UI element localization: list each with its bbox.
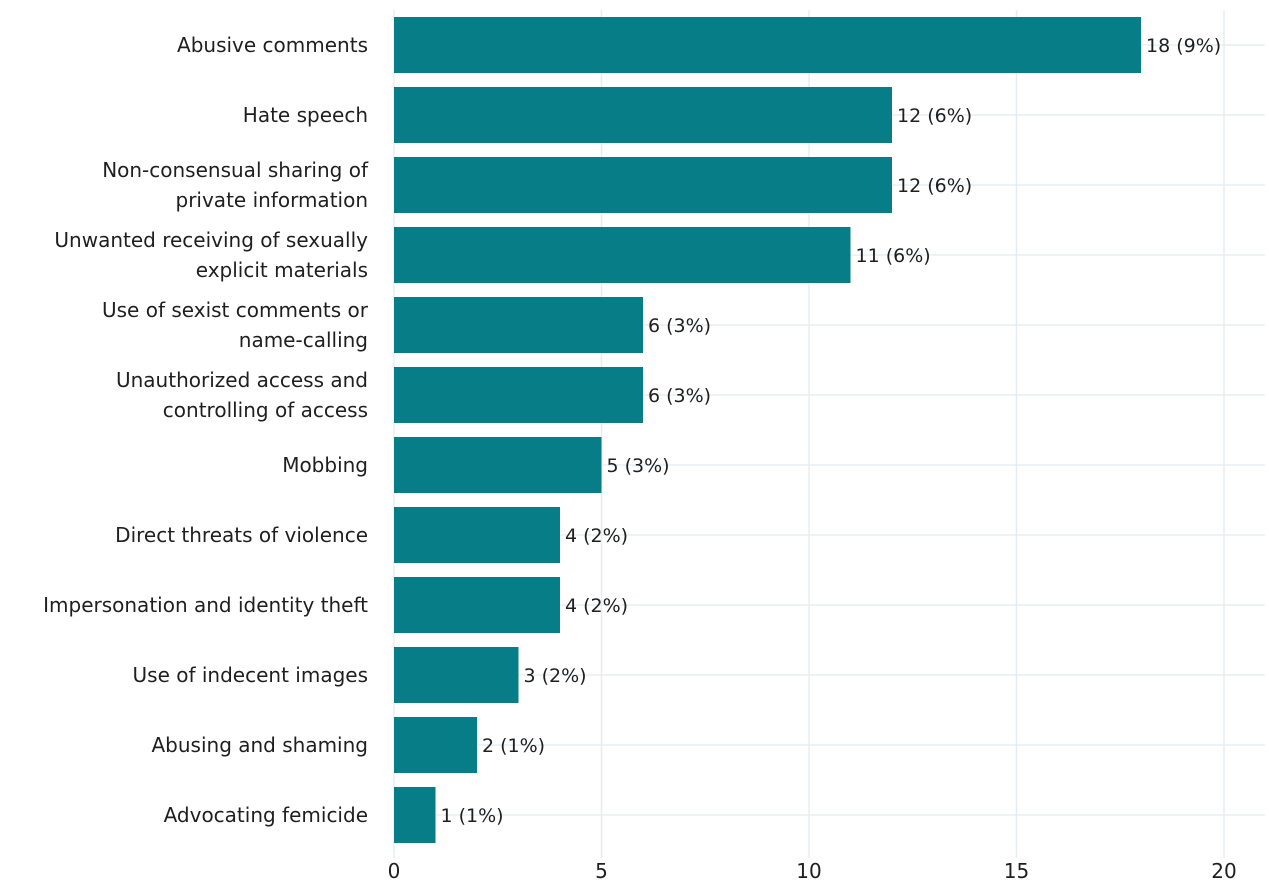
data-label-2: 12 (6%): [897, 175, 972, 197]
category-label-4-line-0: Use of sexist comments or: [102, 298, 369, 322]
bar-8: [394, 577, 560, 633]
bar-4: [394, 297, 643, 353]
x-tick-label-0: 0: [388, 859, 401, 883]
category-label-9: Use of indecent images: [133, 663, 368, 687]
category-label-8: Impersonation and identity theft: [43, 593, 368, 617]
category-label-2-line-1: private information: [176, 188, 369, 212]
data-label-0: 18 (9%): [1146, 35, 1221, 57]
data-label-1: 12 (6%): [897, 105, 972, 127]
bar-9: [394, 647, 519, 703]
category-label-0: Abusive comments: [177, 33, 368, 57]
category-label-3-line-1: explicit materials: [196, 258, 368, 282]
bar-2: [394, 157, 892, 213]
category-label-10: Abusing and shaming: [151, 733, 368, 757]
bar-10: [394, 717, 477, 773]
bar-7: [394, 507, 560, 563]
bar-1: [394, 87, 892, 143]
bar-3: [394, 227, 851, 283]
data-label-11: 1 (1%): [441, 805, 504, 827]
data-label-6: 5 (3%): [607, 455, 670, 477]
bar-layer: [394, 17, 1141, 843]
x-tick-label-5: 5: [595, 859, 608, 883]
category-label-1: Hate speech: [243, 103, 368, 127]
data-label-9: 3 (2%): [524, 665, 587, 687]
data-label-8: 4 (2%): [565, 595, 628, 617]
category-label-5-line-0: Unauthorized access and: [116, 368, 368, 392]
category-label-3-line-0: Unwanted receiving of sexually: [54, 228, 368, 252]
category-label-6: Mobbing: [282, 453, 368, 477]
category-label-2-line-0: Non-consensual sharing of: [102, 158, 369, 182]
data-label-7: 4 (2%): [565, 525, 628, 547]
data-label-10: 2 (1%): [482, 735, 545, 757]
x-tick-label-15: 15: [1004, 859, 1029, 883]
data-label-5: 6 (3%): [648, 385, 711, 407]
x-tick-label-10: 10: [796, 859, 821, 883]
bar-5: [394, 367, 643, 423]
category-label-11: Advocating femicide: [164, 803, 368, 827]
category-label-4-line-1: name-calling: [239, 328, 368, 352]
bar-0: [394, 17, 1141, 73]
category-label-7: Direct threats of violence: [115, 523, 368, 547]
bar-6: [394, 437, 602, 493]
data-label-4: 6 (3%): [648, 315, 711, 337]
category-label-5-line-1: controlling of access: [163, 398, 368, 422]
data-label-3: 11 (6%): [856, 245, 931, 267]
x-axis-ticks: 0 5 10 15 20: [388, 859, 1237, 883]
label-layer: 18 (9%) Abusive comments 12 (6%) Hate speec…: [43, 33, 1221, 827]
x-tick-label-20: 20: [1211, 859, 1236, 883]
bar-11: [394, 787, 436, 843]
